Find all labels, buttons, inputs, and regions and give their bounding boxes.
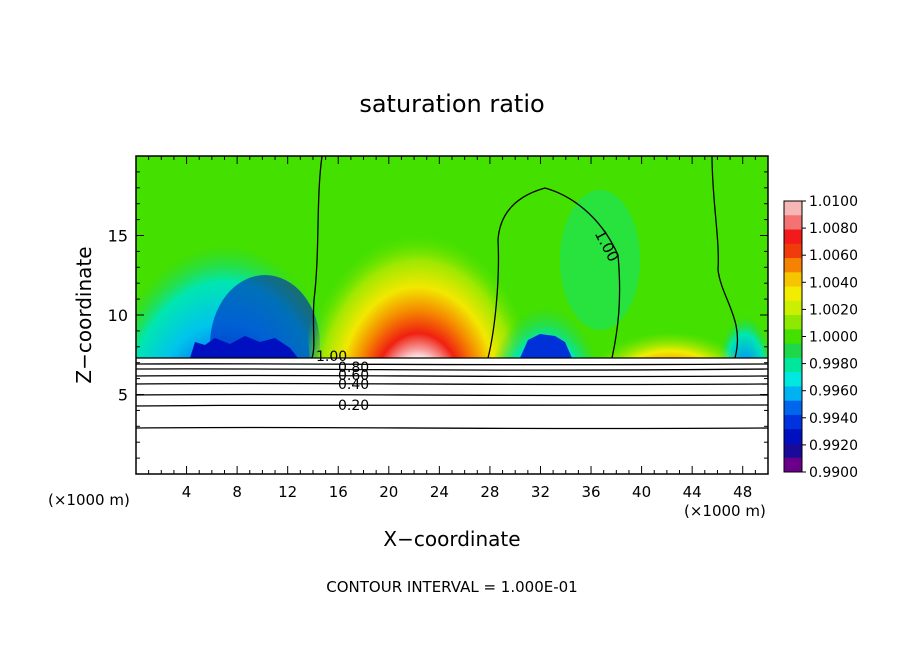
x-tick-label: 16 xyxy=(329,483,348,501)
colorbar-label: 0.9980 xyxy=(809,357,858,373)
colorbar-swatch xyxy=(784,315,802,330)
x-tick-label: 20 xyxy=(379,483,398,501)
colorbar-label: 0.9900 xyxy=(809,465,858,481)
y-tick-label: 5 xyxy=(118,386,128,405)
colorbar-label: 0.9960 xyxy=(809,384,858,400)
colorbar-swatch xyxy=(784,286,802,302)
colorbar-label: 1.0100 xyxy=(809,194,858,210)
colorbar-swatch xyxy=(784,258,802,273)
contour-label: 0.40 xyxy=(338,377,369,393)
x-tick-label: 8 xyxy=(232,483,242,501)
y-axis-label: Z−coordinate xyxy=(72,246,96,383)
saturation-field xyxy=(136,156,768,474)
colorbar-swatch xyxy=(784,429,802,444)
x-tick-label: 44 xyxy=(683,483,702,501)
colorbar-label: 0.9920 xyxy=(809,438,858,454)
contour-label: 0.20 xyxy=(338,398,369,414)
x-axis-label: X−coordinate xyxy=(383,527,520,551)
colorbar xyxy=(783,200,803,473)
colorbar-swatch xyxy=(784,443,802,459)
contour-interval-note: CONTOUR INTERVAL = 1.000E-01 xyxy=(326,578,577,596)
colorbar-swatch xyxy=(784,201,802,216)
colorbar-swatch xyxy=(784,343,802,359)
colorbar-swatch xyxy=(784,457,802,473)
x-tick-label: 48 xyxy=(733,483,752,501)
colorbar-label: 1.0000 xyxy=(809,330,858,346)
x-tick-label: 40 xyxy=(632,483,651,501)
colorbar-swatch xyxy=(784,329,802,345)
colorbar-swatch xyxy=(784,386,802,402)
chart-title: saturation ratio xyxy=(359,90,544,118)
contour-label: 0.60 xyxy=(338,368,369,384)
colorbar-swatch xyxy=(784,400,802,416)
colorbar-swatch xyxy=(784,357,802,373)
contour-label: 0.80 xyxy=(338,360,369,376)
x-tick-label: 28 xyxy=(480,483,499,501)
x-tick-label: 24 xyxy=(430,483,449,501)
y-tick-label: 10 xyxy=(108,306,128,325)
colorbar-label: 1.0020 xyxy=(809,302,858,318)
y-axis-ticks: 5 10 15 xyxy=(108,171,768,459)
x-tick-label: 32 xyxy=(531,483,550,501)
colorbar-swatch xyxy=(784,243,802,259)
x-tick-label: 36 xyxy=(581,483,600,501)
colorbar-swatch xyxy=(784,300,802,316)
colorbar-label: 0.9940 xyxy=(809,411,858,427)
colorbar-label: 1.0060 xyxy=(809,248,858,264)
colorbar-swatch xyxy=(784,215,802,231)
y-tick-label: 15 xyxy=(108,227,128,246)
colorbar-swatch xyxy=(784,229,802,245)
colorbar-swatch xyxy=(784,272,802,288)
contour-label: 1.00 xyxy=(316,349,347,365)
colorbar-swatch xyxy=(784,414,802,430)
x-tick-label: 12 xyxy=(278,483,297,501)
colorbar-swatch xyxy=(784,372,802,387)
colorbar-label: 1.0080 xyxy=(809,221,858,237)
colorbar-label: 1.0040 xyxy=(809,275,858,291)
x-axis-ticks: 4 8 12 16 20 24 28 32 36 40 44 48 xyxy=(148,156,756,501)
x-unit-left: (×1000 m) xyxy=(48,491,130,509)
x-unit-right: (×1000 m) xyxy=(684,502,766,520)
x-tick-label: 4 xyxy=(182,483,192,501)
colorbar-labels: 1.0100 1.0080 1.0060 1.0040 1.0020 1.0000 0.99… xyxy=(802,194,858,481)
contour-lines xyxy=(135,155,769,430)
